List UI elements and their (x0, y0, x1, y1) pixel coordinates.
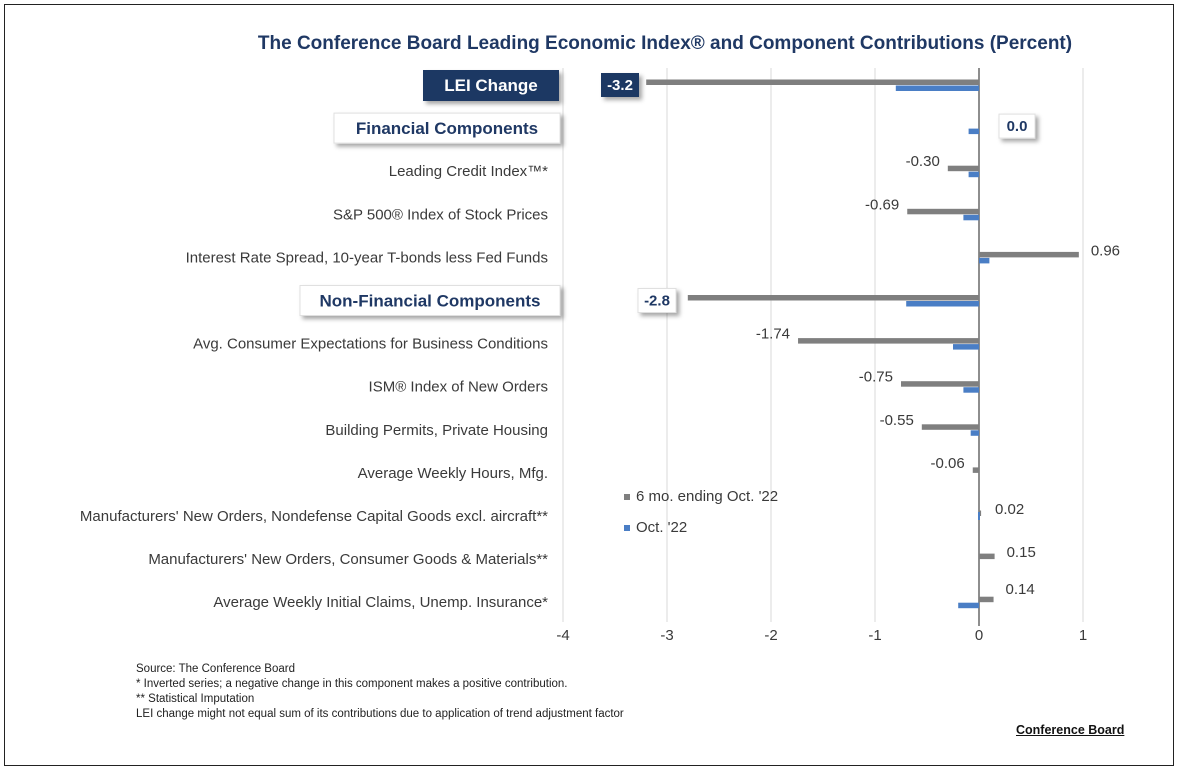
row-label: Manufacturers' New Orders, Nondefense Ca… (80, 508, 548, 525)
x-tick-label: -4 (556, 627, 569, 644)
note-inverted: * Inverted series; a negative change in … (136, 678, 568, 690)
x-tick-label: -1 (868, 627, 881, 644)
financial-value-badge: 0.0 (1007, 118, 1028, 135)
value-label: -1.74 (756, 326, 790, 343)
value-label: 0.96 (1091, 242, 1120, 259)
bar-oct (963, 387, 979, 393)
bar-oct (906, 301, 979, 307)
bar-6mo (972, 467, 979, 473)
bar-6mo (979, 553, 995, 560)
row-label: Interest Rate Spread, 10-year T-bonds le… (186, 249, 548, 266)
row-label: Avg. Consumer Expectations for Business … (193, 336, 548, 353)
bar-6mo (907, 208, 979, 215)
legend-label-6mo: 6 mo. ending Oct. '22 (636, 488, 778, 505)
value-label: -0.55 (880, 412, 914, 429)
bar-oct (968, 128, 979, 135)
legend-marker-oct (624, 525, 630, 531)
note-imputation: ** Statistical Imputation (136, 693, 255, 705)
x-tick-label: -3 (660, 627, 673, 644)
badge-box (601, 73, 639, 97)
row-label: Leading Credit Index™* (389, 163, 548, 180)
badge-box (637, 288, 677, 313)
bar-oct (968, 171, 979, 178)
section-header-label: Non-Financial Components (320, 292, 541, 311)
row-label: Building Permits, Private Housing (325, 422, 548, 439)
lei-change-box (423, 70, 559, 101)
bar-6mo (979, 251, 1079, 258)
row-label: Average Weekly Hours, Mfg. (358, 465, 548, 482)
section-header-box (299, 285, 561, 316)
value-label: -0.69 (865, 196, 899, 213)
row-label: ISM® Index of New Orders (369, 379, 548, 396)
value-label: 0.14 (1006, 581, 1035, 598)
x-tick-label: 1 (1079, 627, 1087, 644)
source-notes: Source: The Conference Board * Inverted … (136, 662, 624, 722)
chart-title: The Conference Board Leading Economic In… (257, 33, 1073, 54)
nonfinancial-value-badge: -2.8 (644, 293, 670, 310)
value-label: -0.30 (906, 153, 940, 170)
value-label: 0.02 (995, 501, 1024, 518)
section-header-label: Financial Components (356, 119, 538, 138)
legend-marker-6mo (624, 494, 630, 500)
note-source: Source: The Conference Board (136, 663, 295, 675)
bar-oct (978, 512, 980, 520)
bar-6mo (921, 424, 979, 430)
bar-6mo (646, 79, 979, 85)
bar-oct (958, 602, 979, 609)
bar-oct (963, 214, 979, 221)
value-label: -0.06 (931, 455, 965, 472)
x-tick-label: 0 (975, 627, 983, 644)
row-label: Manufacturers' New Orders, Consumer Good… (148, 551, 548, 568)
badge-box (998, 113, 1036, 139)
bar-oct (895, 85, 979, 91)
bar-6mo (979, 510, 982, 516)
bar-oct (979, 257, 990, 264)
x-tick-label: -2 (764, 627, 777, 644)
section-header-box (333, 112, 561, 144)
legend-label-oct: Oct. '22 (636, 519, 687, 536)
row-label: Average Weekly Initial Claims, Unemp. In… (213, 594, 548, 611)
bar-oct (953, 344, 979, 350)
bar-6mo (798, 338, 979, 344)
bar-6mo (901, 381, 979, 387)
bar-6mo (947, 165, 979, 172)
value-label: -0.75 (859, 369, 893, 386)
note-trend: LEI change might not equal sum of its co… (136, 708, 624, 720)
row-label: S&P 500® Index of Stock Prices (333, 206, 548, 223)
value-label: 0.15 (1007, 544, 1036, 561)
bar-oct (970, 430, 979, 436)
brand-label: Conference Board (1016, 723, 1125, 737)
chart-frame (4, 4, 1174, 766)
lei-change-label: LEI Change (444, 76, 538, 95)
bar-6mo (687, 295, 979, 301)
bar-6mo (979, 596, 994, 603)
lei-value-badge: -3.2 (607, 77, 633, 94)
